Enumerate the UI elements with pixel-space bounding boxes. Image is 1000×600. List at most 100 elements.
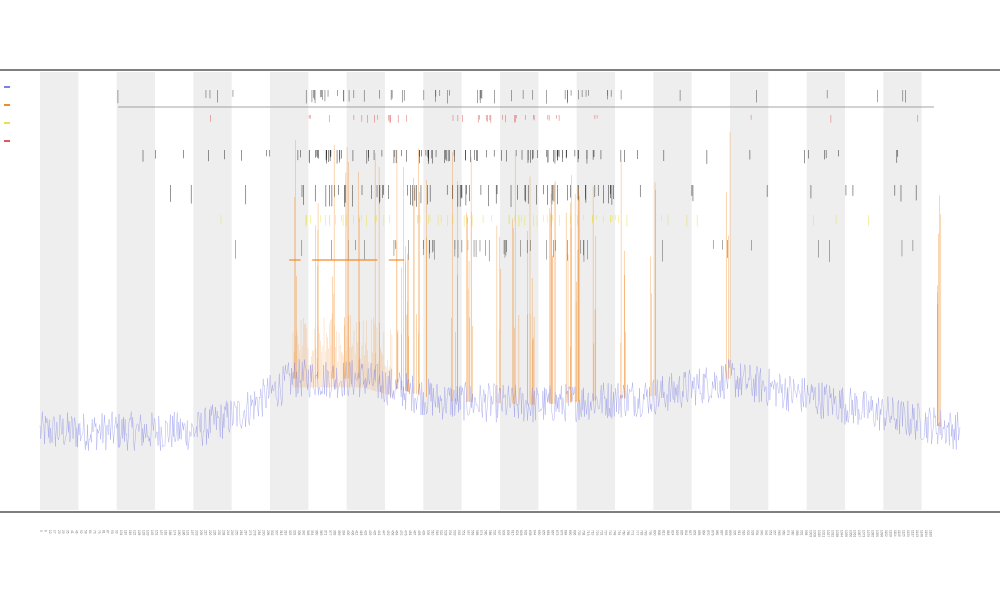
legend-item xyxy=(2,134,16,152)
x-tick-label: 644 xyxy=(533,530,537,536)
x-tick-label: 980 xyxy=(791,530,795,536)
x-tick-label: 29 xyxy=(61,530,65,534)
x-tick-label: 615 xyxy=(510,530,514,536)
series-line xyxy=(39,359,961,451)
x-tick-label: 957 xyxy=(773,530,777,536)
x-tick-label: 1137 xyxy=(911,530,915,537)
baseline-series xyxy=(39,359,961,451)
axes xyxy=(0,69,1000,513)
x-tick-label: 249 xyxy=(230,530,234,536)
x-tick-label: 1160 xyxy=(928,530,932,537)
x-tick-label: 667 xyxy=(550,530,554,536)
x-tick-label: 307 xyxy=(275,530,279,536)
x-tick-label: 661 xyxy=(546,530,550,536)
x-tick-label: 505 xyxy=(426,530,430,536)
background-band xyxy=(500,72,539,510)
legend-item xyxy=(2,80,16,98)
x-tick-label: 157 xyxy=(159,530,163,536)
x-tick-label: 719 xyxy=(590,530,594,536)
x-tick-label: 893 xyxy=(724,530,728,536)
x-tick-label: 186 xyxy=(181,530,185,536)
x-tick-label: 940 xyxy=(759,530,763,536)
x-tick-label: 992 xyxy=(799,530,803,536)
x-tick-label: 1102 xyxy=(884,530,888,537)
x-tick-label: 35 xyxy=(66,530,70,534)
x-tick-label: 209 xyxy=(199,530,203,536)
x-tick-label: 986 xyxy=(795,530,799,536)
x-tick-label: 180 xyxy=(177,530,181,536)
legend xyxy=(2,80,16,152)
x-tick-label: 655 xyxy=(542,530,546,536)
x-tick-label: 621 xyxy=(515,530,519,536)
x-tick-label: 806 xyxy=(657,530,661,536)
x-tick-label: 795 xyxy=(648,530,652,536)
x-tick-label: 603 xyxy=(502,530,506,536)
x-tick-label: 220 xyxy=(208,530,212,536)
x-tick-label: 1090 xyxy=(875,530,879,537)
x-tick-label: 748 xyxy=(613,530,617,536)
x-tick-label: 696 xyxy=(573,530,577,536)
x-tick-label: 139 xyxy=(146,530,150,536)
x-tick-label: 1119 xyxy=(897,530,901,537)
x-tick-label: 342 xyxy=(301,530,305,536)
x-tick-label: 1021 xyxy=(822,530,826,537)
background-band xyxy=(653,72,692,510)
x-tick-label: 1125 xyxy=(902,530,906,537)
x-tick-label: 551 xyxy=(461,530,465,536)
x-tick-label: 592 xyxy=(493,530,497,536)
x-tick-label: 116 xyxy=(128,530,132,535)
x-tick-label: 1143 xyxy=(915,530,919,537)
x-tick-label: 128 xyxy=(137,530,141,536)
x-tick-label: 290 xyxy=(261,530,265,536)
x-tick-label: 284 xyxy=(257,530,261,536)
x-tick-label: 1148 xyxy=(919,530,923,537)
x-tick-label: 261 xyxy=(239,530,243,536)
x-tick-label: 87 xyxy=(106,530,110,534)
x-tick-label: 1032 xyxy=(831,530,835,537)
x-tick-label: 458 xyxy=(390,530,394,536)
x-tick-label: 325 xyxy=(288,530,292,536)
x-tick-label: 313 xyxy=(279,530,283,536)
x-tick-label: 0 xyxy=(39,530,43,532)
x-tick-label: 539 xyxy=(453,530,457,536)
x-tick-label: 1085 xyxy=(871,530,875,537)
x-tick-label: 110 xyxy=(124,530,128,535)
x-tick-label: 481 xyxy=(408,530,412,536)
x-tick-label: 737 xyxy=(604,530,608,536)
x-tick-label: 197 xyxy=(190,530,194,536)
background-band xyxy=(193,72,232,510)
x-tick-label: 864 xyxy=(702,530,706,536)
x-tick-label: 1131 xyxy=(906,530,910,537)
x-tick-label: 841 xyxy=(684,530,688,536)
spike-series xyxy=(289,131,942,427)
x-tick-label: 650 xyxy=(537,530,541,536)
x-tick-label: 934 xyxy=(755,530,759,536)
x-tick-label: 818 xyxy=(666,530,670,536)
x-tick-label: 899 xyxy=(728,530,732,536)
x-tick-label: 1114 xyxy=(893,530,897,537)
x-tick-label: 870 xyxy=(706,530,710,536)
x-tick-labels: 0 6 12 17 23 29 35 41 46 52 58 64 70 75 81 87 93 99 104 110… xyxy=(39,530,932,537)
x-tick-label: 626 xyxy=(519,530,523,536)
x-tick-label: 423 xyxy=(364,530,368,536)
x-tick-label: 476 xyxy=(404,530,408,536)
x-tick-label: 951 xyxy=(768,530,772,536)
x-tick-label: 145 xyxy=(150,530,154,536)
x-tick-label: 1044 xyxy=(839,530,843,537)
x-tick-label: 296 xyxy=(266,530,270,536)
x-tick-label: 17 xyxy=(52,530,56,534)
x-tick-label: 394 xyxy=(341,530,345,536)
x-tick-label: 255 xyxy=(235,530,239,536)
x-tick-label: 766 xyxy=(626,530,630,536)
legend-swatch xyxy=(4,86,10,88)
legend-swatch xyxy=(4,122,10,124)
background-band xyxy=(346,72,385,510)
legend-item xyxy=(2,116,16,134)
x-tick-label: 267 xyxy=(244,530,248,536)
x-tick-label: 226 xyxy=(212,530,216,536)
x-tick-label: 377 xyxy=(328,530,332,536)
x-tick-label: 853 xyxy=(693,530,697,536)
x-tick-label: 1056 xyxy=(848,530,852,537)
x-tick-label: 487 xyxy=(413,530,417,536)
